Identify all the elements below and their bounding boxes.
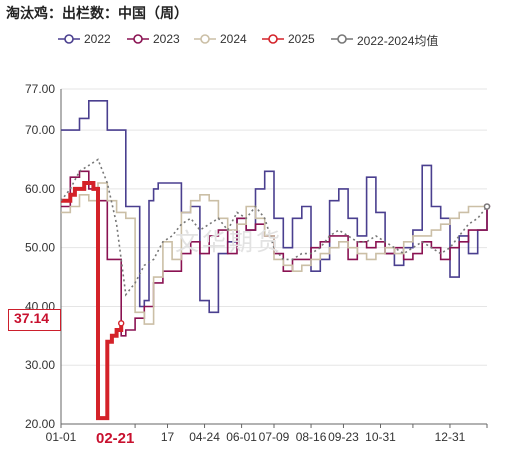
axes xyxy=(60,89,488,428)
y-tick-label: 77.00 xyxy=(25,82,55,96)
legend-item-2023[interactable]: 2023 xyxy=(127,31,182,47)
series-lines xyxy=(60,100,491,421)
legend-item-2022[interactable]: 2022 xyxy=(58,31,113,47)
x-tick-label: 08-16 xyxy=(296,430,327,444)
legend-item-2025[interactable]: 2025 xyxy=(262,31,317,47)
last-value-label: 37.14 xyxy=(14,310,50,326)
series-end-point-avg xyxy=(483,203,491,210)
legend-swatch-2024 xyxy=(194,34,216,44)
x-tick-label: 07-09 xyxy=(259,430,290,444)
legend-swatch-2025 xyxy=(262,34,284,44)
legend-label-avg: 2022-2024均值 xyxy=(357,34,439,48)
legend-label-2025: 2025 xyxy=(288,32,315,46)
y-tick-label: 50.00 xyxy=(25,241,55,255)
legend-label-2022: 2022 xyxy=(84,32,111,46)
last-value-callout xyxy=(8,309,61,331)
series-line-2025 xyxy=(61,181,124,421)
x-tick-label: 12-31 xyxy=(435,430,466,444)
legend-swatch-2022 xyxy=(58,34,80,44)
last-date-label: 02-21 xyxy=(96,430,135,447)
legend-swatch-2023 xyxy=(127,34,149,44)
series-end-point-2025 xyxy=(117,320,125,327)
y-tick-label: 30.00 xyxy=(25,358,55,372)
legend-label-2023: 2023 xyxy=(153,32,180,46)
series-line-2022 xyxy=(61,100,488,314)
y-tick-label: 20.00 xyxy=(25,417,55,431)
series-line-2024 xyxy=(61,182,487,325)
series-line-avg xyxy=(60,158,488,297)
x-tick-label: 06-01 xyxy=(226,430,257,444)
y-tick-label: 70.00 xyxy=(25,123,55,137)
x-tick-label: 04-24 xyxy=(189,430,220,444)
legend-item-2024[interactable]: 2024 xyxy=(194,31,249,47)
chart-title: 淘汰鸡：出栏数：中国（周） xyxy=(6,6,188,22)
y-tick-label: 60.00 xyxy=(25,182,55,196)
x-tick-label: 01-01 xyxy=(46,430,77,444)
legend-label-2024: 2024 xyxy=(220,32,247,46)
legend: 2022 2023 2024 2025 2022-2024均值 xyxy=(0,31,511,48)
legend-swatch-avg xyxy=(331,34,353,44)
x-tick-label: 17 xyxy=(161,430,175,444)
x-tick-labels: 01-01 17 04-24 06-01 07-09 08-16 09-23 10-31 12-… xyxy=(46,430,466,444)
x-tick-label: 09-23 xyxy=(328,430,359,444)
watermark: 文华期货 xyxy=(175,228,283,256)
x-tick-label: 10-31 xyxy=(365,430,396,444)
legend-item-avg[interactable]: 2022-2024均值 xyxy=(331,31,451,48)
